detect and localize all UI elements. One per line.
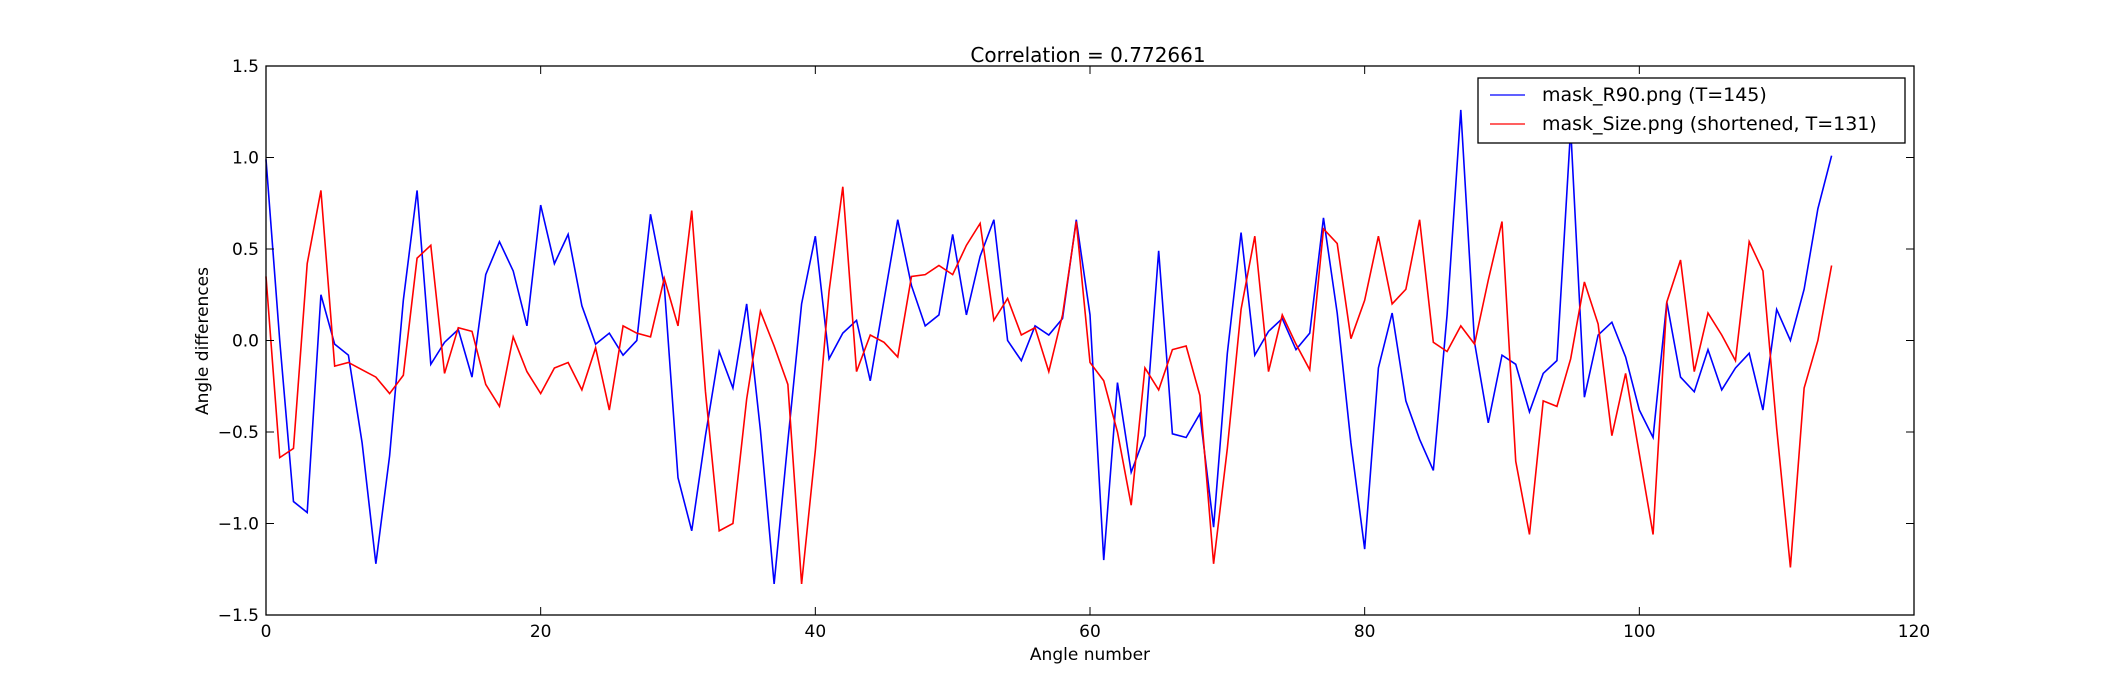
legend-box [1477, 77, 1906, 144]
x-tick-label-3: 60 [1079, 622, 1101, 642]
x-tick-label-6: 120 [1898, 622, 1930, 642]
y-tick-label-4: 0.5 [232, 240, 259, 260]
series-line-2 [265, 186, 1833, 584]
x-tick-label-0: 0 [261, 622, 272, 642]
y-tick-label-1: −1.0 [218, 515, 259, 535]
legend-label-series-2: mask_Size.png (shortened, T=131) [1542, 113, 1877, 135]
ticks-layer: 0 20 40 60 80 100 120 −1.5 −1.0 −0.5 0.0 0.5 1.0 1.5 [218, 57, 1931, 642]
chart-title: Correlation = 0.772661 [970, 43, 1205, 67]
legend-label-series-1: mask_R90.png (T=145) [1542, 84, 1767, 106]
y-tick-label-6: 1.5 [232, 57, 259, 77]
y-tick-label-2: −0.5 [218, 423, 259, 443]
x-tick-label-4: 80 [1354, 622, 1376, 642]
x-tick-label-1: 20 [530, 622, 552, 642]
x-tick-label-2: 40 [805, 622, 827, 642]
y-axis-label: Angle differences [193, 267, 213, 415]
y-tick-label-5: 1.0 [232, 149, 259, 169]
x-tick-label-5: 100 [1623, 622, 1655, 642]
y-tick-label-3: 0.0 [232, 332, 259, 352]
legend: mask_R90.png (T=145) mask_Size.png (shor… [1477, 77, 1906, 144]
y-tick-label-0: −1.5 [218, 606, 259, 626]
x-axis-label: Angle number [1030, 645, 1150, 665]
